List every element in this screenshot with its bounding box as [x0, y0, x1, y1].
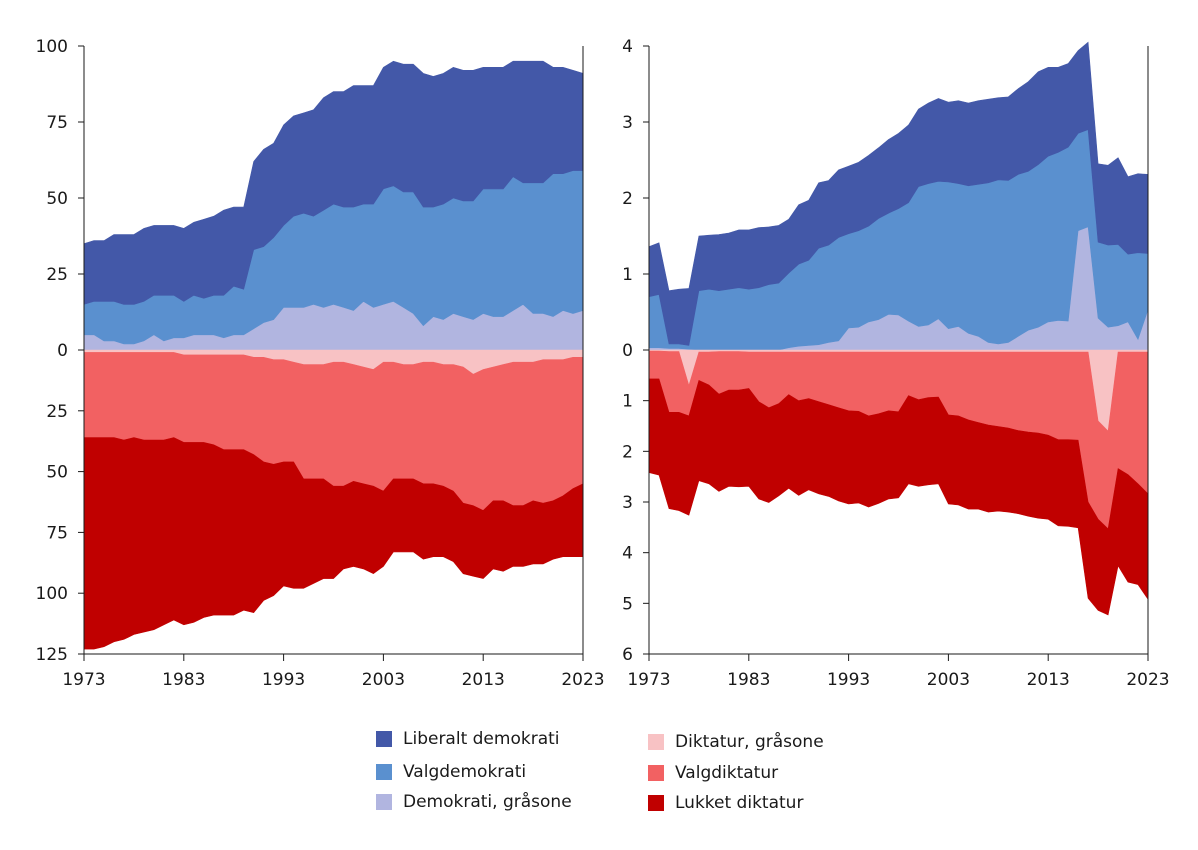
legend-label: Lukket diktatur [675, 793, 804, 813]
legend: Liberalt demokrati Valgdemokrati Demokra… [376, 727, 896, 827]
y-tick-label: 1 [622, 265, 633, 285]
x-tick-label: 2013 [462, 670, 505, 690]
x-tick-label: 2003 [362, 670, 405, 690]
legend-swatch-demokrati-grasone [376, 794, 392, 810]
y-tick-label: 25 [46, 402, 68, 422]
x-tick-label: 2013 [1027, 670, 1070, 690]
y-tick-label: 2 [622, 442, 633, 462]
legend-item-demokrati-grasone: Demokrati, gråsone [376, 790, 572, 814]
y-tick-label: 6 [622, 645, 633, 665]
y-tick-label: 5 [622, 594, 633, 614]
legend-swatch-liberalt-demokrati [376, 731, 392, 747]
y-tick-label: 50 [46, 463, 68, 483]
chart-left: 0 25 50 75 100 25 50 75 100 125 1973 1983 1993 2003 20… [36, 37, 605, 690]
x-tick-label: 2023 [561, 670, 604, 690]
legend-item-liberalt-demokrati: Liberalt demokrati [376, 727, 560, 751]
y-tick-label: 75 [46, 113, 68, 133]
legend-label: Valgdiktatur [675, 763, 779, 783]
area-layer [83, 60, 584, 650]
x-tick-label: 1993 [262, 670, 305, 690]
y-tick-label: 100 [36, 37, 68, 57]
legend-item-diktatur-grasone: Diktatur, gråsone [648, 730, 824, 754]
x-tick-label: 2003 [927, 670, 970, 690]
y-tick-label: 25 [46, 265, 68, 285]
y-tick-label: 2 [622, 189, 633, 209]
legend-swatch-lukket-diktatur [648, 795, 664, 811]
legend-item-valgdiktatur: Valgdiktatur [648, 761, 778, 785]
y-tick-label: 0 [57, 341, 68, 361]
legend-label: Diktatur, gråsone [675, 732, 824, 752]
y-tick-label: 125 [36, 645, 68, 665]
chart-right: 0 1 2 3 4 1 2 3 4 5 6 1973 1983 1993 2003 2013 2023 [622, 37, 1169, 690]
x-tick-label: 1983 [727, 670, 770, 690]
legend-swatch-valgdemokrati [376, 764, 392, 780]
legend-swatch-diktatur-grasone [648, 734, 664, 750]
y-tick-label: 100 [36, 584, 68, 604]
legend-swatch-valgdiktatur [648, 765, 664, 781]
y-tick-label: 1 [622, 392, 633, 412]
legend-label: Valgdemokrati [403, 762, 527, 782]
y-tick-label: 3 [622, 113, 633, 133]
y-tick-label: 0 [622, 341, 633, 361]
legend-label: Liberalt demokrati [403, 729, 560, 749]
legend-item-lukket-diktatur: Lukket diktatur [648, 791, 803, 815]
x-tick-label: 1983 [162, 670, 205, 690]
legend-label: Demokrati, gråsone [403, 792, 572, 812]
x-tick-label: 2023 [1126, 670, 1169, 690]
y-tick-label: 4 [622, 37, 633, 57]
x-tick-label: 1993 [827, 670, 870, 690]
y-tick-label: 3 [622, 493, 633, 513]
area-layer [648, 41, 1149, 616]
y-tick-label: 50 [46, 189, 68, 209]
legend-item-valgdemokrati: Valgdemokrati [376, 760, 526, 784]
y-tick-label: 75 [46, 523, 68, 543]
x-tick-label: 1973 [627, 670, 670, 690]
x-tick-label: 1973 [62, 670, 105, 690]
y-tick-label: 4 [622, 544, 633, 564]
